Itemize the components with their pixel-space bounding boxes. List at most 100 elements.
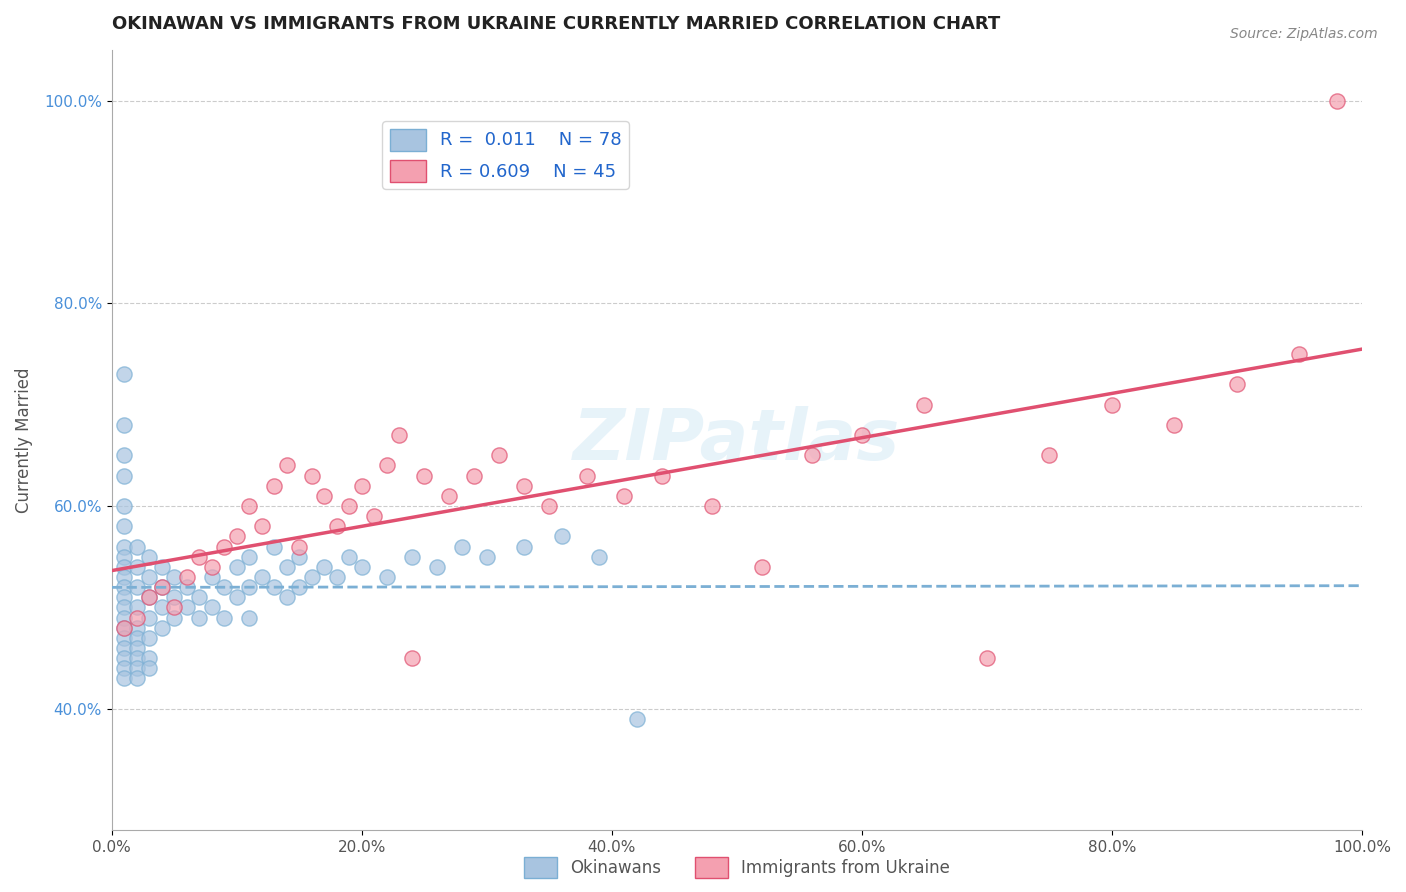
Point xyxy=(1038,448,1060,462)
Point xyxy=(301,468,323,483)
Point xyxy=(363,509,385,524)
Point xyxy=(201,559,224,574)
Point xyxy=(337,549,360,564)
Point xyxy=(112,570,135,584)
Point xyxy=(626,712,648,726)
Point xyxy=(138,631,160,645)
Point xyxy=(138,549,160,564)
Point xyxy=(288,540,311,554)
Point xyxy=(401,651,423,665)
Point xyxy=(112,610,135,624)
Point xyxy=(1101,398,1123,412)
Point xyxy=(513,479,536,493)
Point xyxy=(138,591,160,605)
Point xyxy=(851,428,873,442)
Point xyxy=(238,610,260,624)
Point xyxy=(138,661,160,675)
Y-axis label: Currently Married: Currently Married xyxy=(15,368,32,513)
Point xyxy=(350,559,373,574)
Point xyxy=(276,458,298,473)
Point xyxy=(112,591,135,605)
Point xyxy=(463,468,485,483)
Point xyxy=(700,499,723,513)
Text: Source: ZipAtlas.com: Source: ZipAtlas.com xyxy=(1230,27,1378,41)
Point xyxy=(751,559,773,574)
Point xyxy=(976,651,998,665)
Point xyxy=(800,448,823,462)
Point xyxy=(112,621,135,635)
Point xyxy=(488,448,510,462)
Point xyxy=(1288,347,1310,361)
Point xyxy=(401,549,423,564)
Point xyxy=(214,610,236,624)
Point xyxy=(112,640,135,655)
Point xyxy=(375,570,398,584)
Point xyxy=(350,479,373,493)
Point xyxy=(238,549,260,564)
Point xyxy=(1326,94,1348,108)
Point xyxy=(138,591,160,605)
Point xyxy=(163,591,186,605)
Point xyxy=(250,570,273,584)
Point xyxy=(426,559,449,574)
Point xyxy=(238,499,260,513)
Point xyxy=(150,621,173,635)
Point xyxy=(538,499,561,513)
Point xyxy=(112,417,135,432)
Point xyxy=(588,549,610,564)
Point xyxy=(112,448,135,462)
Point xyxy=(150,600,173,615)
Point xyxy=(276,591,298,605)
Point xyxy=(451,540,474,554)
Point xyxy=(214,580,236,594)
Point xyxy=(125,661,148,675)
Point xyxy=(1226,377,1249,392)
Point xyxy=(112,621,135,635)
Point xyxy=(188,549,211,564)
Point xyxy=(176,600,198,615)
Point xyxy=(112,631,135,645)
Point xyxy=(112,519,135,533)
Point xyxy=(326,570,349,584)
Point xyxy=(150,580,173,594)
Point xyxy=(912,398,935,412)
Text: ZIPatlas: ZIPatlas xyxy=(574,406,901,475)
Point xyxy=(138,651,160,665)
Point xyxy=(125,621,148,635)
Point xyxy=(112,468,135,483)
Point xyxy=(651,468,673,483)
Point xyxy=(575,468,598,483)
Point xyxy=(1163,417,1185,432)
Point xyxy=(176,580,198,594)
Point xyxy=(112,661,135,675)
Point xyxy=(176,570,198,584)
Point xyxy=(125,610,148,624)
Point xyxy=(163,570,186,584)
Point xyxy=(513,540,536,554)
Point xyxy=(214,540,236,554)
Point xyxy=(112,368,135,382)
Point xyxy=(201,600,224,615)
Point xyxy=(375,458,398,473)
Point xyxy=(475,549,498,564)
Point xyxy=(125,540,148,554)
Point xyxy=(326,519,349,533)
Legend: Okinawans, Immigrants from Ukraine: Okinawans, Immigrants from Ukraine xyxy=(517,851,957,885)
Point xyxy=(301,570,323,584)
Point xyxy=(337,499,360,513)
Point xyxy=(112,671,135,685)
Point xyxy=(188,610,211,624)
Point xyxy=(150,559,173,574)
Point xyxy=(112,540,135,554)
Point xyxy=(112,600,135,615)
Point xyxy=(288,580,311,594)
Point xyxy=(125,671,148,685)
Point xyxy=(112,549,135,564)
Point xyxy=(150,580,173,594)
Point xyxy=(439,489,461,503)
Point xyxy=(613,489,636,503)
Point xyxy=(163,610,186,624)
Point xyxy=(125,651,148,665)
Point xyxy=(413,468,436,483)
Point xyxy=(125,559,148,574)
